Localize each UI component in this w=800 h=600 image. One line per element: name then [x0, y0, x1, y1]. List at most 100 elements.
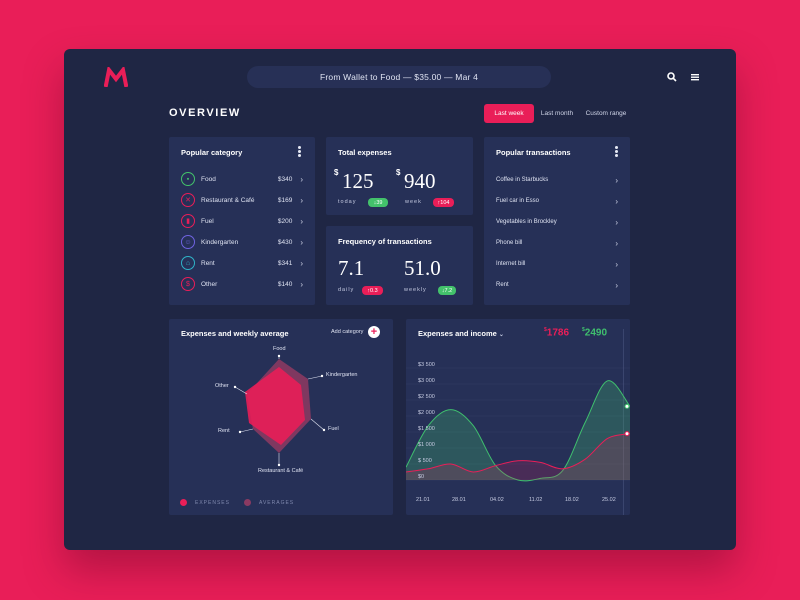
- y-tick-label: $ 500: [418, 458, 432, 464]
- chevron-right-icon: ›: [300, 237, 303, 247]
- add-category-button[interactable]: +: [368, 326, 380, 338]
- more-options-icon[interactable]: [615, 146, 619, 157]
- card-title[interactable]: Expenses and income ⌄: [418, 329, 504, 338]
- radar-label-fuel: Fuel: [328, 426, 339, 432]
- category-row-rent[interactable]: ⌂ Rent $341 ›: [181, 256, 303, 270]
- transaction-row[interactable]: Vegetables in Brockley ›: [496, 216, 618, 228]
- add-category-label[interactable]: Add category: [331, 329, 364, 335]
- radar-label-restaurant: Restaurant & Café: [258, 468, 304, 474]
- category-name: Restaurant & Café: [201, 196, 255, 204]
- weekly-frequency: 51.0: [404, 256, 441, 280]
- currency-symbol: $: [334, 168, 339, 177]
- chevron-right-icon: ›: [615, 196, 618, 206]
- category-row-kindergarten[interactable]: ☺ Kindergarten $430 ›: [181, 235, 303, 249]
- fuel-icon: ▮: [181, 214, 195, 228]
- chevron-right-icon: ›: [300, 279, 303, 289]
- legend-label: EXPENSES: [195, 499, 230, 506]
- popular-category-card: Popular category ▪ Food $340 › ✕ Restaur…: [169, 137, 315, 305]
- x-tick-label: 21.01: [416, 497, 430, 503]
- chevron-right-icon: ›: [300, 195, 303, 205]
- more-options-icon[interactable]: [298, 146, 302, 157]
- range-last-month[interactable]: Last month: [540, 110, 574, 117]
- daily-change-badge: ↑0.3: [362, 286, 383, 295]
- radar-label-food: Food: [273, 346, 286, 352]
- radar-expenses-shape: [245, 367, 305, 445]
- radar-label-kindergarten: Kindergarten: [326, 372, 358, 378]
- category-name: Rent: [201, 259, 215, 267]
- card-title: Popular category: [181, 148, 243, 157]
- category-amount: $341: [277, 259, 293, 267]
- today-change-badge: ↓39: [368, 198, 388, 207]
- popular-transactions-card: Popular transactions Coffee in Starbucks…: [484, 137, 630, 305]
- category-row-food[interactable]: ▪ Food $340 ›: [181, 172, 303, 186]
- legend-expenses[interactable]: EXPENSES: [180, 499, 230, 506]
- category-row-restaurant[interactable]: ✕ Restaurant & Café $169 ›: [181, 193, 303, 207]
- transaction-name: Phone bill: [496, 240, 523, 246]
- radar-chart: [233, 354, 326, 467]
- x-tick-label: 28.01: [452, 497, 466, 503]
- category-row-other[interactable]: $ Other $140 ›: [181, 277, 303, 291]
- income-total: $2490: [582, 327, 607, 338]
- daily-frequency: 7.1: [338, 256, 365, 280]
- card-title: Frequency of transactions: [338, 237, 432, 246]
- transaction-row[interactable]: Phone bill ›: [496, 237, 618, 249]
- chevron-right-icon: ›: [615, 259, 618, 269]
- y-tick-label: $2 500: [418, 394, 435, 400]
- dollar-icon: $: [181, 277, 195, 291]
- category-name: Kindergarten: [201, 238, 239, 246]
- transaction-row[interactable]: Internet bill ›: [496, 258, 618, 270]
- child-icon: ☺: [181, 235, 195, 249]
- income-point[interactable]: [624, 403, 630, 409]
- card-title: Expenses and weekly average: [181, 329, 289, 338]
- total-expenses-card: Total expenses $ 125 today ↓39 $ 940 wee…: [326, 137, 473, 215]
- transaction-row[interactable]: Fuel car in Esso ›: [496, 195, 618, 207]
- legend-averages[interactable]: AVERAGES: [244, 499, 294, 506]
- chevron-right-icon: ›: [615, 217, 618, 227]
- expenses-total-value: 1786: [546, 327, 570, 339]
- radar-label-other: Other: [215, 383, 229, 389]
- category-row-fuel[interactable]: ▮ Fuel $200 ›: [181, 214, 303, 228]
- app-window: From Wallet to Food — $35.00 — Mar 4 OVE…: [64, 49, 736, 550]
- category-amount: $430: [277, 238, 293, 246]
- search-text: From Wallet to Food — $35.00 — Mar 4: [319, 72, 479, 82]
- transaction-row[interactable]: Coffee in Starbucks ›: [496, 174, 618, 186]
- x-tick-label: 18.02: [565, 497, 579, 503]
- logo-icon[interactable]: [104, 67, 128, 87]
- area-chart: [406, 329, 630, 515]
- search-bar[interactable]: From Wallet to Food — $35.00 — Mar 4: [247, 66, 551, 88]
- transaction-name: Coffee in Starbucks: [496, 177, 549, 183]
- search-icon[interactable]: [666, 71, 678, 83]
- weekly-label: weekly: [404, 287, 427, 293]
- daily-label: daily: [338, 287, 355, 293]
- transaction-name: Fuel car in Esso: [496, 198, 540, 204]
- y-tick-label: $2 000: [418, 410, 435, 416]
- week-total: 940: [404, 169, 436, 193]
- transaction-name: Rent: [496, 282, 509, 288]
- menu-icon[interactable]: [690, 71, 702, 83]
- transaction-name: Vegetables in Brockley: [496, 219, 557, 225]
- income-total-value: 2490: [584, 327, 608, 339]
- x-tick-label: 04.02: [490, 497, 504, 503]
- chevron-right-icon: ›: [615, 238, 618, 248]
- chevron-down-icon: ⌄: [498, 332, 504, 338]
- chevron-right-icon: ›: [615, 175, 618, 185]
- category-name: Food: [201, 175, 216, 183]
- currency-symbol: $: [582, 327, 585, 333]
- frequency-card: Frequency of transactions 7.1 daily ↑0.3…: [326, 226, 473, 305]
- y-tick-label: $3 500: [418, 362, 435, 368]
- house-icon: ⌂: [181, 256, 195, 270]
- income-area: [406, 380, 630, 481]
- transaction-row[interactable]: Rent ›: [496, 279, 618, 291]
- range-last-week[interactable]: Last week: [484, 104, 534, 123]
- radar-card: Expenses and weekly average Add category…: [169, 319, 393, 515]
- legend-swatch: [244, 499, 251, 506]
- category-name: Fuel: [201, 217, 214, 225]
- range-custom[interactable]: Custom range: [585, 110, 627, 117]
- category-amount: $340: [277, 175, 293, 183]
- expenses-total: $1786: [544, 327, 569, 338]
- chevron-right-icon: ›: [300, 174, 303, 184]
- expenses-point[interactable]: [624, 431, 630, 437]
- y-tick-label: $1 000: [418, 442, 435, 448]
- cart-icon: ▪: [181, 172, 195, 186]
- chevron-right-icon: ›: [615, 280, 618, 290]
